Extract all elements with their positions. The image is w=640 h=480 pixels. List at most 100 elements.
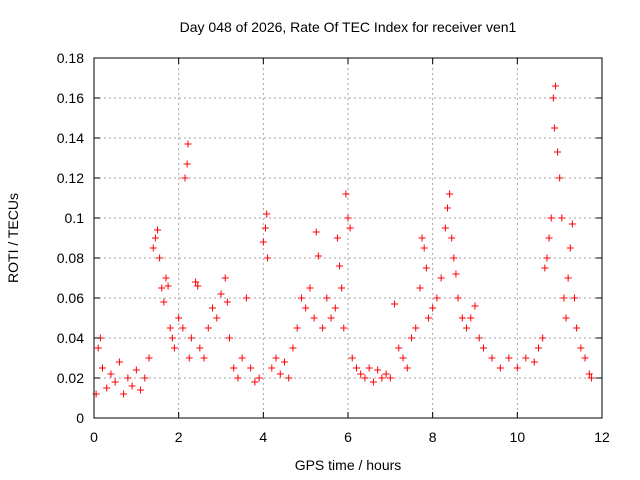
data-point-marker bbox=[179, 324, 187, 332]
data-point-marker bbox=[238, 354, 246, 362]
data-point-marker bbox=[348, 354, 356, 362]
data-point-marker bbox=[551, 124, 559, 132]
data-point-marker bbox=[560, 294, 568, 302]
data-point-marker bbox=[107, 370, 115, 378]
data-point-marker bbox=[420, 244, 428, 252]
data-point-marker bbox=[556, 174, 564, 182]
data-point-marker bbox=[162, 274, 170, 282]
data-point-marker bbox=[418, 234, 426, 242]
data-point-marker bbox=[310, 314, 318, 322]
data-point-marker bbox=[168, 334, 176, 342]
data-point-marker bbox=[422, 264, 430, 272]
data-point-marker bbox=[369, 378, 377, 386]
data-point-marker bbox=[391, 300, 399, 308]
data-point-marker bbox=[577, 344, 585, 352]
data-point-marker bbox=[467, 314, 475, 322]
data-point-marker bbox=[479, 344, 487, 352]
data-point-marker bbox=[289, 344, 297, 352]
data-point-marker bbox=[585, 370, 593, 378]
data-point-marker bbox=[156, 254, 164, 262]
data-point-marker bbox=[160, 298, 168, 306]
data-point-marker bbox=[213, 314, 221, 322]
data-point-marker bbox=[446, 190, 454, 198]
data-point-marker bbox=[399, 354, 407, 362]
data-point-marker bbox=[566, 244, 574, 252]
data-point-marker bbox=[587, 374, 595, 382]
data-point-marker bbox=[433, 294, 441, 302]
data-point-marker bbox=[395, 344, 403, 352]
data-point-marker bbox=[331, 304, 339, 312]
x-tick-label: 10 bbox=[510, 429, 526, 445]
data-point-marker bbox=[327, 314, 335, 322]
data-point-marker bbox=[346, 224, 354, 232]
data-point-marker bbox=[184, 140, 192, 148]
grid-lines bbox=[94, 58, 602, 418]
x-tick-label: 12 bbox=[594, 429, 610, 445]
data-point-marker bbox=[365, 364, 373, 372]
y-axis-label: ROTI / TECUs bbox=[5, 193, 21, 283]
data-point-marker bbox=[111, 378, 119, 386]
data-point-marker bbox=[570, 294, 578, 302]
data-point-marker bbox=[255, 374, 263, 382]
data-point-marker bbox=[145, 354, 153, 362]
data-point-marker bbox=[450, 254, 458, 262]
data-point-marker bbox=[137, 386, 145, 394]
data-point-marker bbox=[124, 374, 132, 382]
data-point-marker bbox=[562, 314, 570, 322]
data-point-marker bbox=[488, 354, 496, 362]
data-point-marker bbox=[568, 220, 576, 228]
data-point-marker bbox=[170, 344, 178, 352]
data-point-marker bbox=[336, 262, 344, 270]
data-point-marker bbox=[166, 324, 174, 332]
data-point-marker bbox=[545, 234, 553, 242]
data-point-marker bbox=[361, 374, 369, 382]
data-point-marker bbox=[285, 374, 293, 382]
data-point-marker bbox=[204, 324, 212, 332]
data-point-marker bbox=[403, 364, 411, 372]
data-point-marker bbox=[357, 370, 365, 378]
data-point-marker bbox=[386, 374, 394, 382]
data-point-marker bbox=[378, 374, 386, 382]
data-point-marker bbox=[443, 204, 451, 212]
data-point-marker bbox=[247, 364, 255, 372]
axis-ticks: 0 2 4 6 8 10 12 0 0.02 0.04 0.06 0.08 0.1 0.12 0.14 0.1… bbox=[57, 50, 610, 445]
data-point-marker bbox=[549, 94, 557, 102]
data-point-marker bbox=[564, 274, 572, 282]
x-tick-label: 8 bbox=[429, 429, 437, 445]
data-point-marker bbox=[581, 354, 589, 362]
data-point-marker bbox=[323, 294, 331, 302]
data-point-marker bbox=[223, 298, 231, 306]
data-point-marker bbox=[505, 354, 513, 362]
data-point-marker bbox=[281, 358, 288, 366]
y-tick-label: 0.14 bbox=[57, 130, 84, 146]
data-point-marker bbox=[543, 254, 551, 262]
data-point-marker bbox=[344, 214, 352, 222]
y-tick-label: 0.06 bbox=[57, 290, 84, 306]
data-point-marker bbox=[342, 190, 350, 198]
data-point-marker bbox=[408, 334, 415, 342]
data-point-marker bbox=[242, 294, 250, 302]
data-point-marker bbox=[103, 384, 111, 392]
x-tick-label: 6 bbox=[344, 429, 352, 445]
data-point-marker bbox=[306, 284, 314, 292]
data-point-marker bbox=[551, 82, 559, 90]
data-point-marker bbox=[194, 282, 202, 290]
data-point-marker bbox=[183, 160, 191, 168]
data-point-marker bbox=[573, 324, 581, 332]
data-point-marker bbox=[261, 224, 269, 232]
data-point-marker bbox=[94, 344, 102, 352]
y-tick-label: 0.02 bbox=[57, 370, 84, 386]
data-point-marker bbox=[149, 244, 157, 252]
data-point-marker bbox=[441, 224, 449, 232]
data-point-marker bbox=[151, 234, 159, 242]
data-point-marker bbox=[181, 174, 189, 182]
data-point-marker bbox=[522, 354, 530, 362]
data-point-marker bbox=[314, 252, 322, 260]
data-point-marker bbox=[259, 238, 267, 246]
y-tick-label: 0 bbox=[76, 410, 84, 426]
data-point-marker bbox=[251, 378, 259, 386]
data-point-marker bbox=[164, 282, 172, 290]
data-point-marker bbox=[154, 226, 161, 234]
